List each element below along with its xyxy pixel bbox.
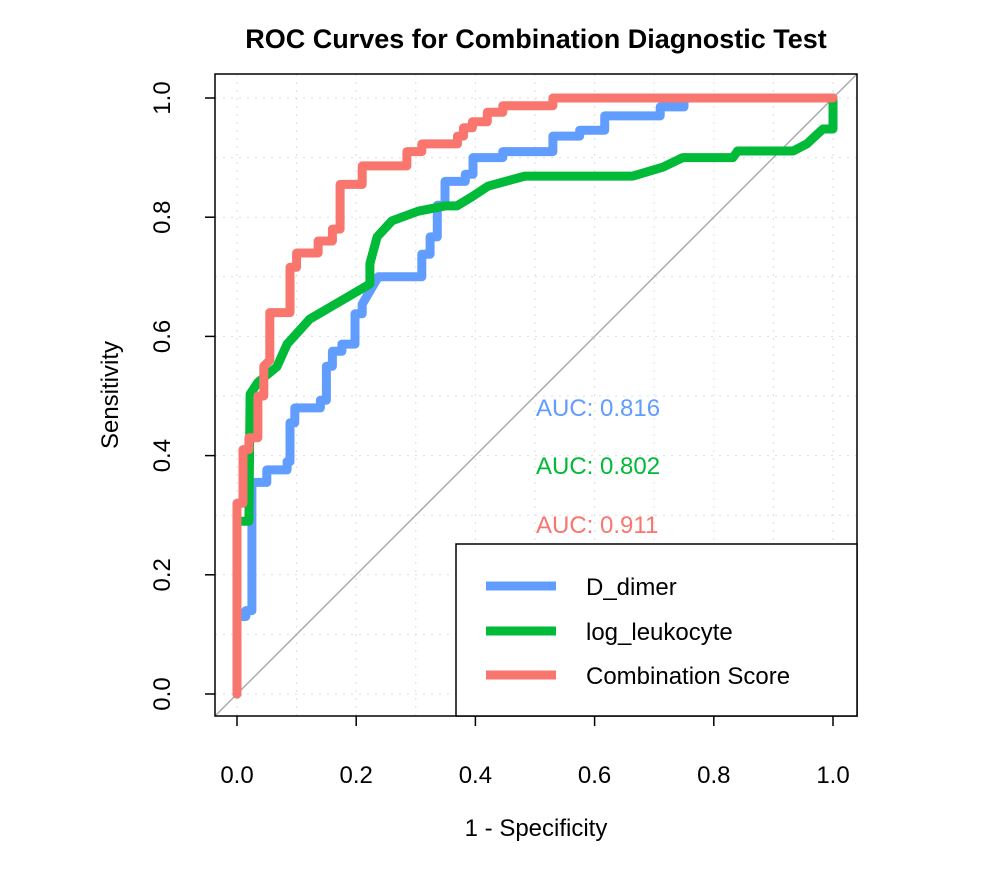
roc-curve-d-dimer <box>232 93 838 699</box>
auc-label-log-leukocyte: AUC: 0.802 <box>536 453 660 480</box>
chart-title: ROC Curves for Combination Diagnostic Te… <box>245 24 827 54</box>
legend-label-log-leukocyte: log_leukocyte <box>586 619 733 646</box>
x-tick-label: 0.4 <box>459 762 492 789</box>
x-tick-label: 0.6 <box>578 762 611 789</box>
x-axis-label: 1 - Specificity <box>465 815 608 842</box>
legend-label-combination: Combination Score <box>586 663 790 690</box>
roc-curve-combination-score <box>232 93 838 699</box>
curves <box>232 93 838 699</box>
auc-label-combination: AUC: 0.911 <box>536 512 658 539</box>
auc-label-d-dimer: AUC: 0.816 <box>536 395 660 422</box>
legend: D_dimer log_leukocyte Combination Score <box>455 543 858 717</box>
x-tick-label: 0.2 <box>340 762 373 789</box>
x-tick-label: 0.0 <box>220 762 253 789</box>
x-tick-label: 1.0 <box>816 762 849 789</box>
x-tick-label: 0.8 <box>697 762 730 789</box>
y-axis: 0.0 0.2 0.4 0.6 0.8 1.0 <box>149 81 215 711</box>
y-tick-label: 0.6 <box>149 320 176 353</box>
x-axis: 0.0 0.2 0.4 0.6 0.8 1.0 <box>220 716 850 789</box>
y-tick-label: 0.8 <box>149 201 176 234</box>
y-tick-label: 0.2 <box>149 558 176 591</box>
legend-label-d-dimer: D_dimer <box>586 574 677 601</box>
y-tick-label: 1.0 <box>149 81 176 114</box>
y-axis-label: Sensitivity <box>97 341 124 449</box>
y-tick-label: 0.4 <box>149 439 176 472</box>
y-tick-label: 0.0 <box>149 677 176 710</box>
reference-diagonal <box>214 73 858 717</box>
